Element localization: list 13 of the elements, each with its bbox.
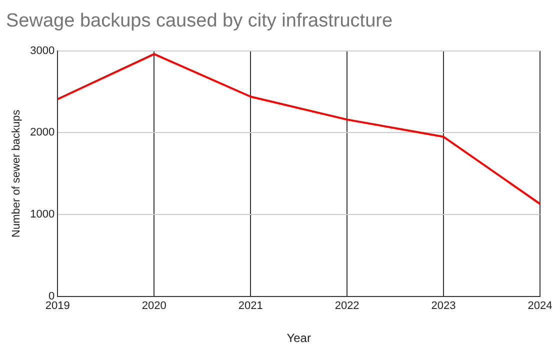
- y-tick-label: 3000: [30, 44, 55, 57]
- x-tick-label: 2019: [45, 300, 70, 312]
- x-tick-label: 2023: [431, 300, 456, 312]
- x-tick-label: 2022: [334, 300, 360, 312]
- x-tick-label: 2021: [238, 300, 263, 312]
- y-axis-title: Number of sewer backups: [10, 109, 23, 238]
- chart-title: Sewage backups caused by city infrastructure: [6, 10, 393, 32]
- y-tick-label: 0: [48, 290, 55, 302]
- x-axis-title: Year: [286, 331, 311, 346]
- y-tick-label: 1000: [30, 208, 55, 221]
- x-tick-label: 2020: [142, 300, 166, 312]
- y-tick-label: 2000: [30, 126, 55, 139]
- x-tick-label: 2024: [528, 300, 552, 312]
